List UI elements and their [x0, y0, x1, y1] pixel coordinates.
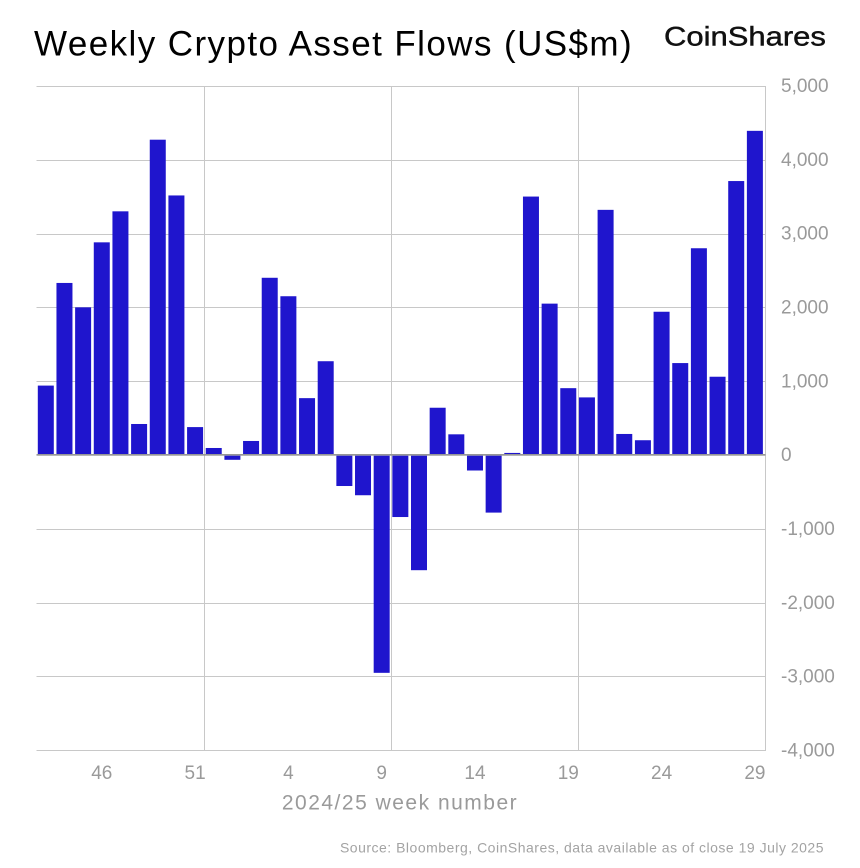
svg-text:2,000: 2,000 — [781, 298, 829, 319]
svg-text:14: 14 — [464, 763, 486, 784]
svg-text:4: 4 — [283, 763, 294, 784]
svg-text:29: 29 — [744, 763, 765, 784]
svg-text:46: 46 — [91, 763, 112, 784]
svg-text:4,000: 4,000 — [781, 150, 829, 171]
svg-text:Source: Bloomberg, CoinShares,: Source: Bloomberg, CoinShares, data avai… — [340, 840, 824, 856]
svg-text:1,000: 1,000 — [781, 371, 829, 392]
svg-text:51: 51 — [185, 763, 206, 784]
svg-text:5,000: 5,000 — [781, 76, 829, 97]
svg-text:-4,000: -4,000 — [781, 741, 835, 762]
svg-text:-3,000: -3,000 — [781, 667, 835, 688]
svg-text:-2,000: -2,000 — [781, 593, 835, 614]
svg-text:-1,000: -1,000 — [781, 519, 835, 540]
svg-text:3,000: 3,000 — [781, 224, 829, 245]
svg-text:Weekly Crypto Asset Flows (US$: Weekly Crypto Asset Flows (US$m) — [34, 25, 633, 64]
svg-text:0: 0 — [781, 445, 792, 466]
svg-text:9: 9 — [376, 763, 387, 784]
svg-text:2024/25 week number: 2024/25 week number — [282, 792, 518, 815]
svg-text:19: 19 — [558, 763, 579, 784]
svg-text:24: 24 — [651, 763, 673, 784]
svg-text:CoinShares: CoinShares — [664, 22, 826, 52]
